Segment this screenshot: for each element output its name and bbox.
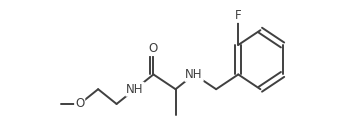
Text: F: F — [235, 9, 241, 22]
Text: NH: NH — [126, 83, 144, 96]
Text: NH: NH — [185, 68, 203, 81]
Text: O: O — [149, 42, 158, 55]
Text: O: O — [75, 98, 84, 110]
